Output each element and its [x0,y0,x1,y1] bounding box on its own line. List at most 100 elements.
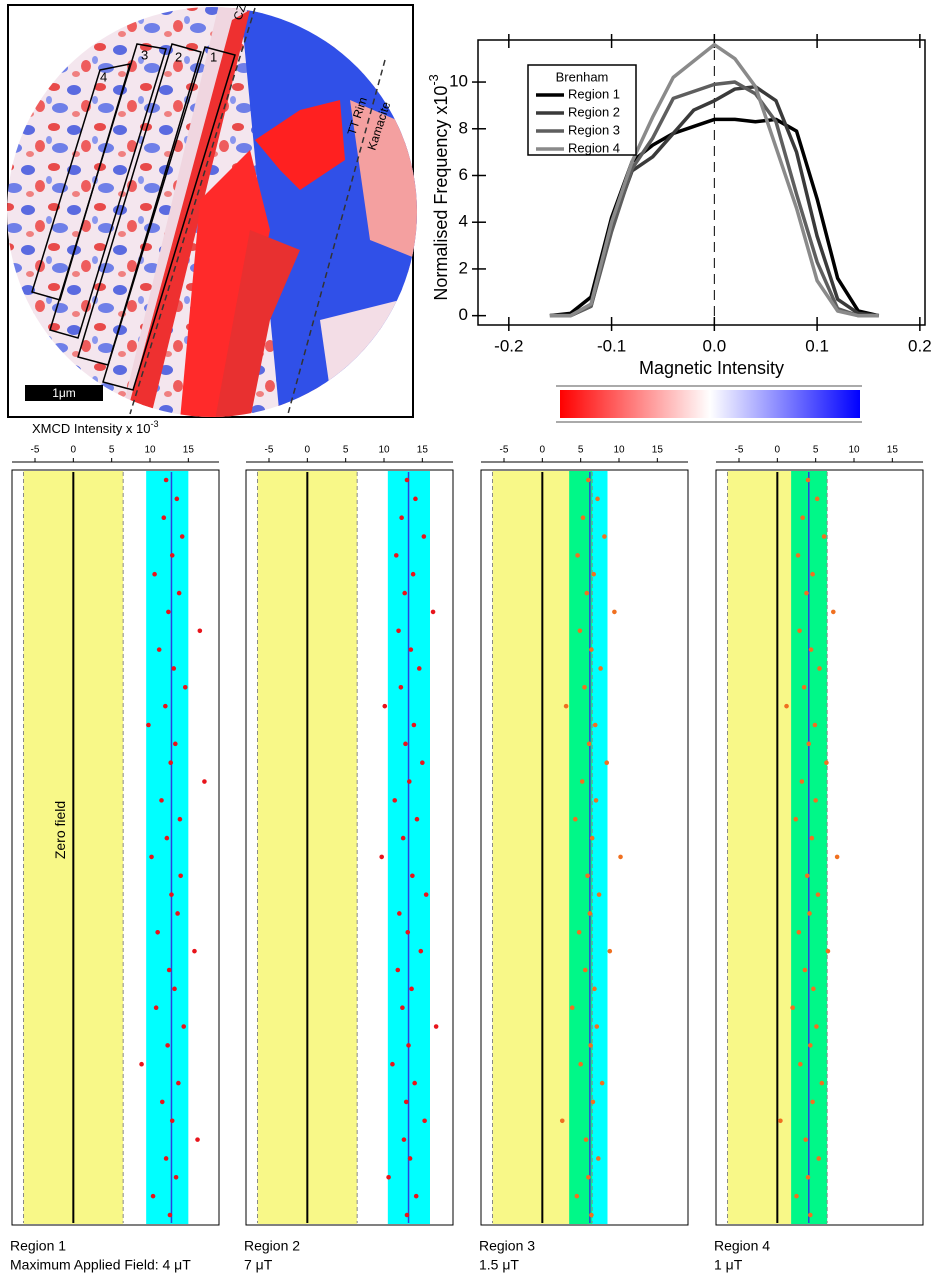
legend-label: Region 2 [568,104,620,119]
point [177,816,183,822]
point [422,1118,427,1124]
point [398,685,404,690]
point [166,967,172,973]
point [569,1005,575,1010]
point [808,1043,813,1048]
y-tick-label: 4 [459,212,468,231]
point [390,1061,395,1067]
x-tick-label: 0.1 [805,336,829,355]
point [403,741,408,747]
point [173,741,178,747]
series-line [549,42,879,318]
x-tick-label: -0.2 [494,336,523,355]
point [589,647,594,652]
point [176,1080,181,1086]
panel-subtitle: 1.5 μT [479,1257,519,1273]
x-tick-label: 10 [613,445,625,456]
point [386,1175,391,1180]
point [588,1043,593,1048]
point [607,948,613,954]
point [163,703,168,709]
point [825,948,831,954]
region-label: 2 [175,49,182,64]
point [593,798,599,803]
point [800,515,805,520]
point [405,930,411,935]
point [411,722,417,728]
point [596,1156,601,1161]
point [146,722,151,728]
x-tick-label: 5 [578,445,584,456]
point [804,590,809,596]
point [416,666,422,671]
point [169,553,175,558]
point [599,1080,605,1086]
x-tick-label: 0.0 [703,336,727,355]
point [796,930,802,935]
axis-label-text: XMCD Intensity x 10 [32,421,151,436]
point [804,873,810,879]
point [393,553,399,558]
y-tick-label: 6 [459,165,468,184]
point [810,1099,815,1105]
point [181,1024,187,1029]
legend-label: Region 1 [568,86,620,101]
point [412,1080,417,1086]
point [178,873,183,879]
point [410,571,416,577]
point [430,609,436,615]
point [168,760,173,765]
point [806,741,812,747]
point [155,930,160,935]
x-tick-label: 0 [71,445,77,456]
point [163,477,169,483]
point [179,534,185,539]
point [586,741,592,747]
point [612,609,617,615]
point [790,1005,795,1010]
point [590,1099,596,1105]
y-tick-label: 10 [449,72,468,91]
point [586,477,591,483]
point [159,1099,165,1105]
point [176,590,182,596]
x-tick-label: 0.2 [908,336,932,355]
legend-label: Region 3 [568,122,620,137]
point [795,553,801,558]
point [197,628,203,634]
x-axis-label: Magnetic Intensity [639,358,784,378]
point [578,1061,583,1067]
plot-frame [477,39,926,326]
point [192,948,197,954]
point [573,816,578,822]
point [592,722,598,728]
point [579,779,585,784]
x-tick-label: -5 [265,445,274,456]
x-tick-label: 10 [378,445,390,456]
legend-box [527,64,637,156]
panel-subtitle: Maximum Applied Field: 4 μT [10,1257,191,1273]
point [582,967,588,973]
point [810,571,815,577]
point [580,515,586,520]
point [400,835,406,841]
point [400,1005,405,1010]
point [814,1024,819,1029]
point [592,986,597,992]
point [182,685,188,690]
colorbar [556,385,862,423]
point [824,760,829,765]
point [165,1043,170,1048]
point [167,1212,173,1218]
point [794,1193,799,1199]
point [169,892,174,897]
point [406,1043,411,1048]
point [802,967,808,973]
panel-subtitle: 7 μT [244,1257,273,1273]
point [821,534,827,539]
point [139,1061,144,1067]
point [808,647,814,652]
point [156,647,162,652]
x-tick-label: -5 [31,445,40,456]
